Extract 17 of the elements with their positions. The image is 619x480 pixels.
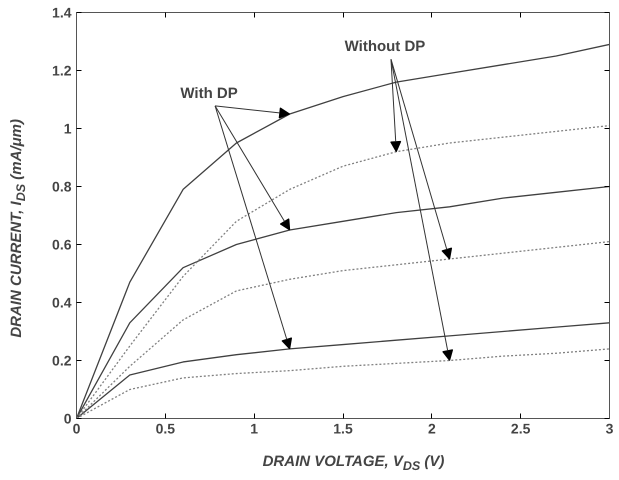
y-tick-label: 0.6 [52, 236, 72, 252]
x-tick-label: 2.5 [510, 420, 531, 436]
y-tick-label: 0.8 [52, 178, 72, 194]
y-tick-label: 1.4 [52, 4, 72, 20]
x-tick-label: 1 [250, 420, 258, 436]
y-tick-label: 1 [64, 120, 72, 136]
y-tick-label: 1.2 [52, 62, 72, 78]
annotation: Without DP [344, 38, 426, 56]
x-axis-title: DRAIN VOLTAGE, V$_{DS}$ (V) [262, 452, 444, 475]
x-tick-label: 3 [606, 420, 614, 436]
x-tick-label: 0.5 [156, 420, 176, 436]
y-tick-label: 0.4 [52, 294, 72, 310]
y-tick-label: 0.2 [52, 352, 72, 368]
y-tick-label: 0 [64, 410, 72, 426]
x-tick-label: 2 [428, 420, 436, 436]
x-tick-label: 1.5 [333, 420, 353, 436]
annotation: With DP [180, 84, 238, 102]
